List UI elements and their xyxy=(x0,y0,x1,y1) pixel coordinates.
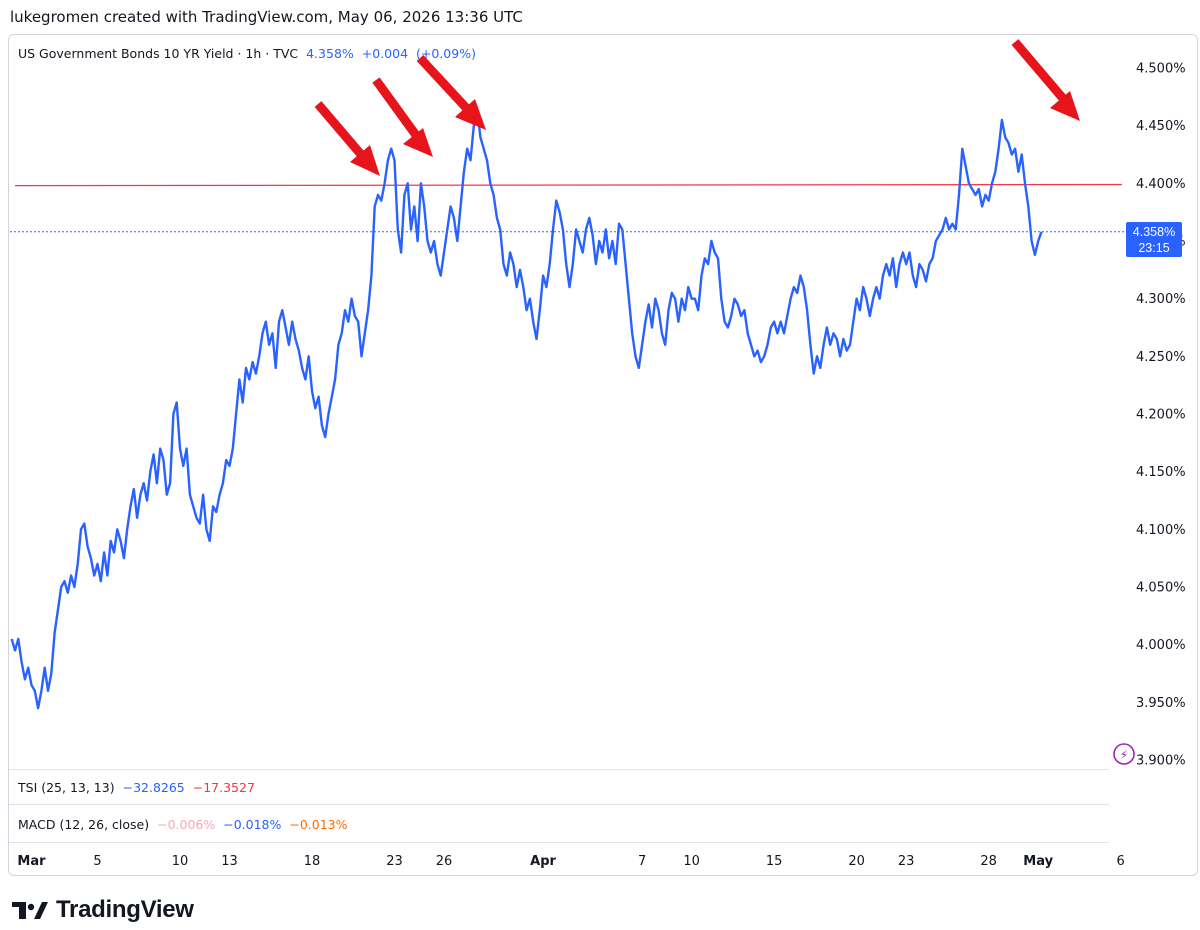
x-tick-label: 23 xyxy=(898,854,915,869)
last-price: 4.358% xyxy=(306,46,354,61)
tradingview-logo-text: TradingView xyxy=(56,896,194,923)
x-tick-label: May xyxy=(1023,854,1053,869)
current-price-value: 4.358% xyxy=(1132,225,1176,239)
price-change-percent: (+0.09%) xyxy=(416,46,476,61)
x-tick-label: 5 xyxy=(93,854,101,869)
yield-series-line[interactable] xyxy=(10,107,1043,710)
symbol-label: US Government Bonds 10 YR Yield · 1h · T… xyxy=(18,46,299,61)
svg-text:⚡: ⚡ xyxy=(1120,748,1128,762)
tsi-value-2: −17.3527 xyxy=(192,780,255,795)
tsi-value-1: −32.8265 xyxy=(122,780,185,795)
y-tick-label: 4.500% xyxy=(1136,62,1186,77)
x-tick-label: 10 xyxy=(683,854,700,869)
x-tick-label: 20 xyxy=(848,854,865,869)
x-tick-label: Mar xyxy=(17,854,46,869)
x-tick-label: 10 xyxy=(172,854,189,869)
pane-separator xyxy=(9,842,1109,843)
x-tick-label: 23 xyxy=(386,854,403,869)
tradingview-logo-icon xyxy=(12,902,48,919)
macd-signal-value: −0.013% xyxy=(289,817,348,832)
pane-separator[interactable] xyxy=(9,769,1109,770)
y-tick-label: 4.200% xyxy=(1136,408,1186,423)
x-tick-label: 28 xyxy=(980,854,997,869)
main-legend[interactable]: US Government Bonds 10 YR Yield · 1h · T… xyxy=(18,46,480,61)
annotation-arrows xyxy=(314,39,1080,176)
x-tick-label: 13 xyxy=(221,854,238,869)
x-tick-label: Apr xyxy=(530,854,556,869)
pane-separator[interactable] xyxy=(9,804,1109,805)
y-tick-label: 4.000% xyxy=(1136,638,1186,653)
bar-countdown: 23:15 xyxy=(1138,241,1170,255)
x-tick-label: 15 xyxy=(766,854,783,869)
y-tick-label: 4.250% xyxy=(1136,350,1186,365)
x-axis-labels: Mar 5 10 13 18 23 26 Apr 7 10 15 20 23 28 May 6 xyxy=(17,854,1124,869)
resistance-line[interactable] xyxy=(14,183,1123,187)
y-tick-label: 3.900% xyxy=(1136,754,1186,769)
current-price-tag: 4.358% 23:15 xyxy=(1126,222,1182,257)
y-tick-label: 3.950% xyxy=(1136,696,1186,711)
y-tick-label: 4.050% xyxy=(1136,581,1186,596)
tradingview-logo[interactable]: TradingView xyxy=(12,896,194,924)
y-tick-label: 4.100% xyxy=(1136,523,1186,538)
y-tick-label: 4.300% xyxy=(1136,292,1186,307)
macd-histogram-value: −0.006% xyxy=(157,817,216,832)
reset-scale-icon[interactable]: ⚡ xyxy=(1113,743,1135,765)
macd-legend[interactable]: MACD (12, 26, close) −0.006% −0.018% −0.… xyxy=(18,817,351,832)
x-tick-label: 26 xyxy=(436,854,453,869)
y-tick-label: 4.450% xyxy=(1136,119,1186,134)
arrow-annotation xyxy=(416,54,486,130)
x-tick-label: 6 xyxy=(1117,854,1125,869)
macd-label: MACD (12, 26, close) xyxy=(18,817,150,832)
tsi-legend[interactable]: TSI (25, 13, 13) −32.8265 −17.3527 xyxy=(18,780,259,795)
macd-line-value: −0.018% xyxy=(223,817,282,832)
x-tick-label: 18 xyxy=(304,854,321,869)
chart-caption: lukegromen created with TradingView.com,… xyxy=(10,8,523,26)
y-tick-label: 4.400% xyxy=(1136,177,1186,192)
arrow-annotation xyxy=(1011,39,1080,121)
tsi-label: TSI (25, 13, 13) xyxy=(18,780,115,795)
chart-frame xyxy=(8,34,1198,876)
arrow-annotation xyxy=(314,101,380,176)
price-change: +0.004 xyxy=(361,46,409,61)
arrow-annotation xyxy=(372,77,433,157)
x-tick-label: 7 xyxy=(638,854,646,869)
y-axis-labels: 4.500%4.450%4.400%4.350%4.300%4.250%4.20… xyxy=(1136,62,1186,769)
y-tick-label: 4.150% xyxy=(1136,465,1186,480)
